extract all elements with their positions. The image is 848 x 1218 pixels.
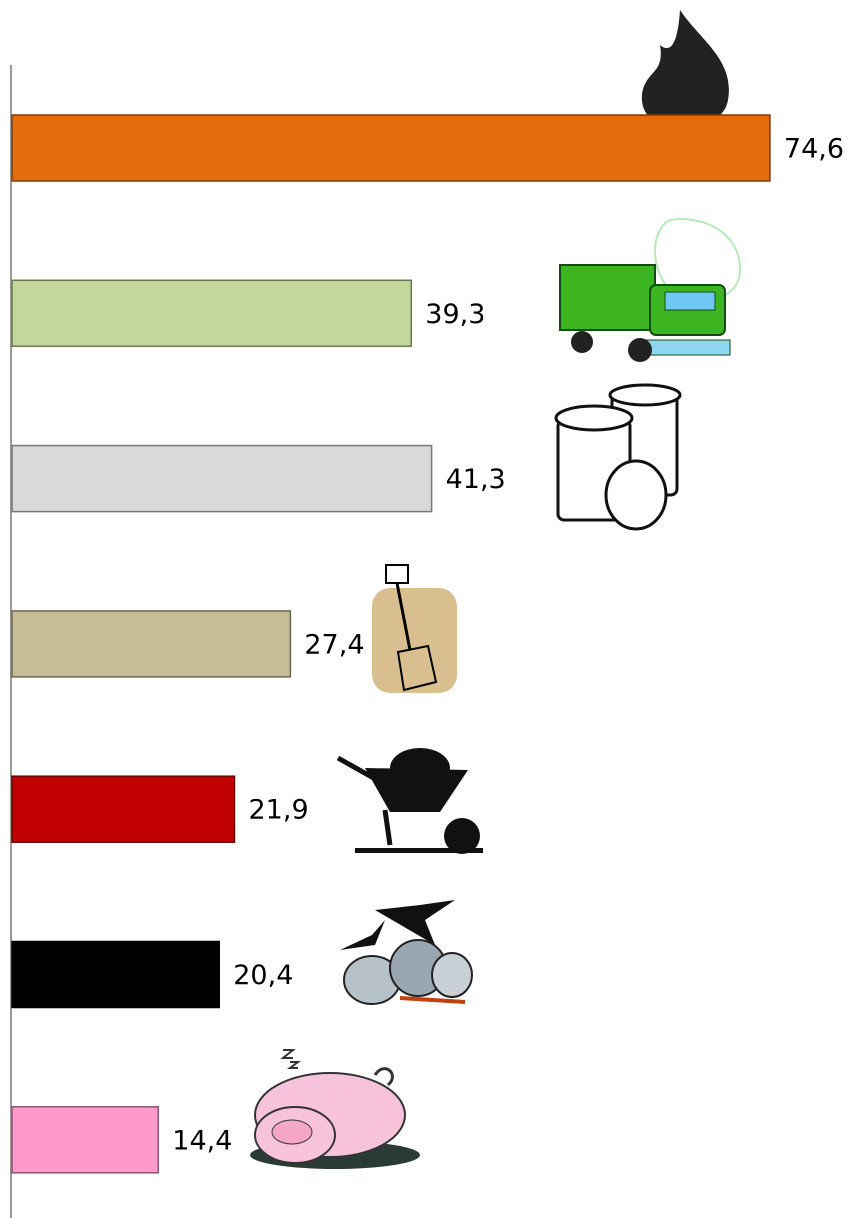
value-label: 39,3 — [425, 299, 485, 330]
bar — [11, 114, 771, 182]
value-label: 21,9 — [249, 795, 309, 826]
value-label: 20,4 — [233, 960, 293, 991]
value-label: 27,4 — [304, 629, 364, 660]
bar — [11, 444, 433, 513]
wheelbarrow-icon — [336, 748, 483, 854]
bar — [11, 940, 221, 1009]
bar — [11, 775, 236, 843]
trash-cans-icon — [554, 383, 682, 531]
truck-icon — [559, 218, 742, 362]
garbage-birds-icon — [340, 900, 473, 1005]
value-label: 14,4 — [172, 1125, 232, 1156]
shovel-icon — [372, 564, 457, 693]
bar — [11, 279, 413, 348]
sleeping-pig-icon — [250, 1049, 420, 1169]
bar — [11, 1106, 160, 1174]
flame-icon — [633, 10, 737, 132]
value-label: 41,3 — [446, 464, 506, 495]
bar — [11, 610, 292, 678]
value-label: 74,6 — [784, 134, 844, 165]
